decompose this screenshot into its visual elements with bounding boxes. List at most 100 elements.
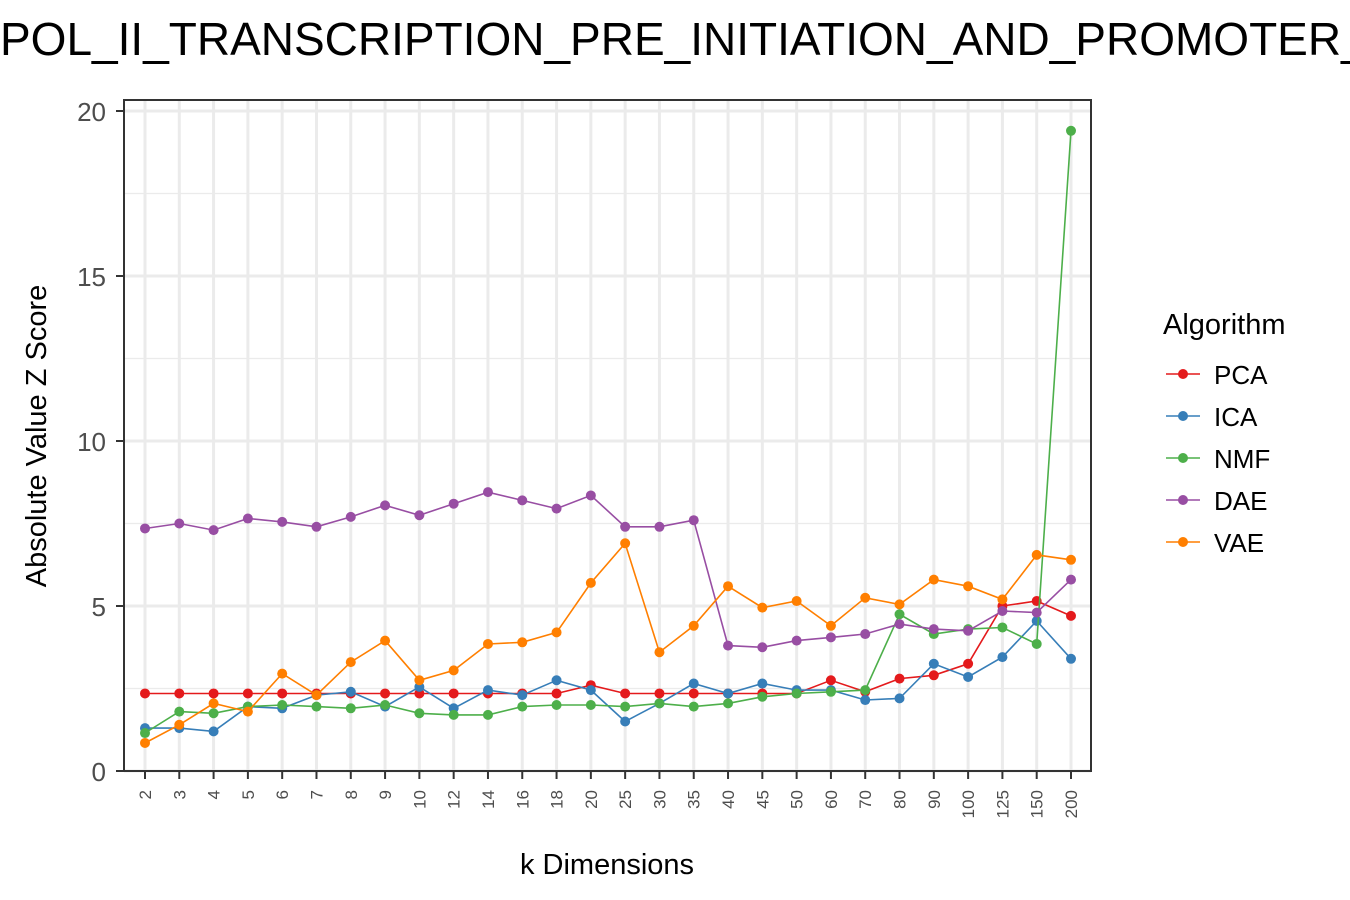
legend-label: NMF <box>1214 444 1270 474</box>
legend-key-point <box>1178 537 1188 547</box>
data-point <box>620 688 631 699</box>
data-point <box>894 619 905 630</box>
y-tick-label: 5 <box>92 592 106 622</box>
legend-label: PCA <box>1214 360 1268 390</box>
x-tick-label: 100 <box>959 790 978 818</box>
data-point <box>585 490 596 501</box>
data-point <box>277 668 288 679</box>
data-point <box>997 605 1008 616</box>
legend-key-point <box>1178 453 1188 463</box>
data-point <box>860 592 871 603</box>
data-point <box>723 698 734 709</box>
data-point <box>620 521 631 532</box>
data-point <box>928 574 939 585</box>
data-point <box>928 670 939 681</box>
x-tick-label: 50 <box>788 790 807 809</box>
data-point <box>174 719 185 730</box>
data-point <box>1066 554 1076 565</box>
data-point <box>482 685 493 696</box>
data-point <box>517 701 528 712</box>
data-point <box>620 716 631 727</box>
x-tick-label: 200 <box>1062 790 1081 818</box>
data-point <box>208 726 219 737</box>
data-point <box>654 698 665 709</box>
data-point <box>791 688 802 699</box>
data-point <box>448 498 459 509</box>
data-point <box>242 688 253 699</box>
data-point <box>1066 653 1076 664</box>
y-tick-label: 15 <box>77 262 106 292</box>
x-tick-label: 125 <box>993 790 1012 818</box>
data-point <box>380 635 391 646</box>
data-point <box>688 678 699 689</box>
chart-title: POL_II_TRANSCRIPTION_PRE_INITIATION_AND_… <box>0 13 1350 65</box>
data-point <box>448 665 459 676</box>
data-point <box>242 706 253 717</box>
series-lines <box>140 125 1076 748</box>
legend-title: Algorithm <box>1163 309 1286 341</box>
data-point <box>688 515 699 526</box>
data-point <box>140 523 150 534</box>
data-point <box>757 678 768 689</box>
data-point <box>208 688 219 699</box>
data-point <box>482 487 493 498</box>
x-tick-label: 35 <box>685 790 704 809</box>
legend-item-nmf: NMF <box>1166 444 1270 474</box>
x-tick-label: 90 <box>925 790 944 809</box>
legend-label: ICA <box>1214 402 1258 432</box>
legend-item-ica: ICA <box>1166 402 1258 432</box>
data-point <box>585 577 596 588</box>
legend-item-dae: DAE <box>1166 486 1267 516</box>
data-point <box>174 706 185 717</box>
data-point <box>414 510 425 521</box>
data-point <box>791 596 802 607</box>
data-point <box>551 627 562 638</box>
data-point <box>1031 549 1042 560</box>
data-point <box>860 695 871 706</box>
data-point <box>963 625 974 636</box>
x-tick-label: 8 <box>342 790 361 799</box>
legend-label: DAE <box>1214 486 1267 516</box>
x-tick-label: 80 <box>891 790 910 809</box>
data-point <box>1066 610 1076 621</box>
series-line-vae <box>144 541 1072 744</box>
data-point <box>825 686 836 697</box>
series-line-pca <box>145 600 1072 695</box>
data-point <box>997 622 1008 633</box>
data-point <box>654 521 665 532</box>
data-point <box>551 503 562 514</box>
x-tick-label: 14 <box>479 790 498 809</box>
x-tick-label: 30 <box>650 790 669 809</box>
series-line-dae <box>144 491 1072 649</box>
data-point <box>482 638 493 649</box>
data-point <box>963 581 974 592</box>
x-tick-label: 18 <box>548 790 567 809</box>
series-nmf <box>140 125 1076 739</box>
data-point <box>825 675 836 686</box>
data-point <box>928 658 939 669</box>
data-point <box>654 647 665 658</box>
data-point <box>380 700 391 710</box>
x-tick-label: 3 <box>170 790 189 799</box>
data-point <box>1066 125 1076 136</box>
y-axis-label: Absolute Value Z Score <box>21 285 53 588</box>
series-line-nmf <box>144 130 1072 734</box>
data-point <box>688 701 699 712</box>
data-point <box>585 700 596 710</box>
data-point <box>825 632 836 643</box>
data-point <box>620 701 631 712</box>
data-point <box>208 525 219 536</box>
legend-item-vae: VAE <box>1166 528 1264 558</box>
data-point <box>825 620 836 631</box>
x-tick-label: 7 <box>307 790 326 799</box>
legend-key-point <box>1178 495 1188 505</box>
data-point <box>414 708 425 719</box>
x-tick-label: 16 <box>513 790 532 809</box>
data-point <box>482 709 493 720</box>
x-tick-label: 25 <box>616 790 635 809</box>
data-point <box>688 688 699 699</box>
data-point <box>380 688 391 699</box>
data-point <box>997 652 1008 663</box>
data-point <box>791 635 802 646</box>
